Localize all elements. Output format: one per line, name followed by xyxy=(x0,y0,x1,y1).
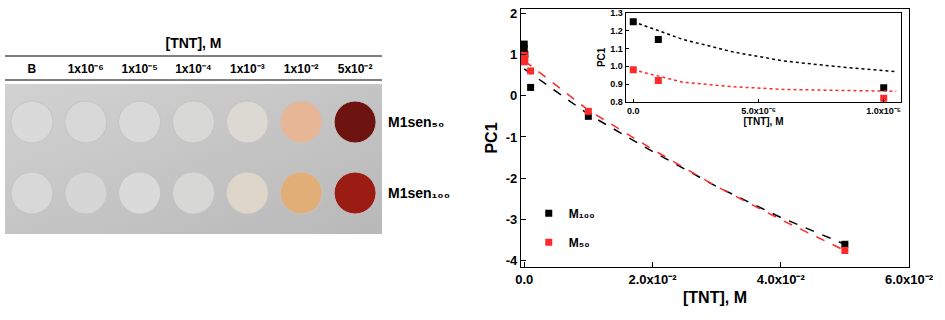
svg-text:[TNT], M: [TNT], M xyxy=(166,35,222,51)
svg-text:1.0: 1.0 xyxy=(610,61,623,71)
svg-text:0.8: 0.8 xyxy=(610,97,623,107)
svg-text:4.0x10⁻²: 4.0x10⁻² xyxy=(757,272,806,287)
svg-text:1x10⁻²: 1x10⁻² xyxy=(284,62,319,76)
svg-text:5x10⁻²: 5x10⁻² xyxy=(338,62,373,76)
svg-text:0.0: 0.0 xyxy=(515,272,533,287)
svg-text:0.0: 0.0 xyxy=(627,106,640,116)
svg-text:[TNT], M: [TNT], M xyxy=(683,289,747,306)
svg-text:5.0x10⁻⁶: 5.0x10⁻⁶ xyxy=(741,106,776,116)
svg-text:1.0x10⁻⁵: 1.0x10⁻⁵ xyxy=(866,106,901,116)
svg-text:1x10⁻⁵: 1x10⁻⁵ xyxy=(121,62,157,76)
svg-text:0.9: 0.9 xyxy=(610,79,623,89)
svg-text:2.0x10⁻²: 2.0x10⁻² xyxy=(628,272,677,287)
svg-text:M1sen₁₀₀: M1sen₁₀₀ xyxy=(388,185,450,201)
svg-text:PC1: PC1 xyxy=(596,47,607,67)
svg-text:[TNT], M: [TNT], M xyxy=(744,116,784,127)
svg-text:-3: -3 xyxy=(506,212,518,227)
svg-text:1x10⁻³: 1x10⁻³ xyxy=(230,62,265,76)
svg-text:-4: -4 xyxy=(506,253,518,268)
svg-text:-1: -1 xyxy=(506,130,518,145)
svg-text:-2: -2 xyxy=(506,171,518,186)
svg-text:1x10⁻⁶: 1x10⁻⁶ xyxy=(68,62,104,76)
svg-text:PC1: PC1 xyxy=(483,122,500,153)
svg-text:M₁₀₀: M₁₀₀ xyxy=(569,207,595,221)
svg-text:1.1: 1.1 xyxy=(610,44,623,54)
svg-text:0: 0 xyxy=(510,88,517,103)
svg-text:M₅₀: M₅₀ xyxy=(569,236,590,250)
svg-text:2: 2 xyxy=(510,6,517,21)
svg-text:1x10⁻⁴: 1x10⁻⁴ xyxy=(175,62,212,76)
svg-text:1.2: 1.2 xyxy=(610,26,623,36)
svg-text:1: 1 xyxy=(510,47,517,62)
svg-text:1.3: 1.3 xyxy=(610,8,623,18)
svg-text:B: B xyxy=(28,62,37,76)
svg-text:6.0x10⁻²: 6.0x10⁻² xyxy=(885,272,934,287)
svg-text:M1sen₅₀: M1sen₅₀ xyxy=(388,114,444,130)
